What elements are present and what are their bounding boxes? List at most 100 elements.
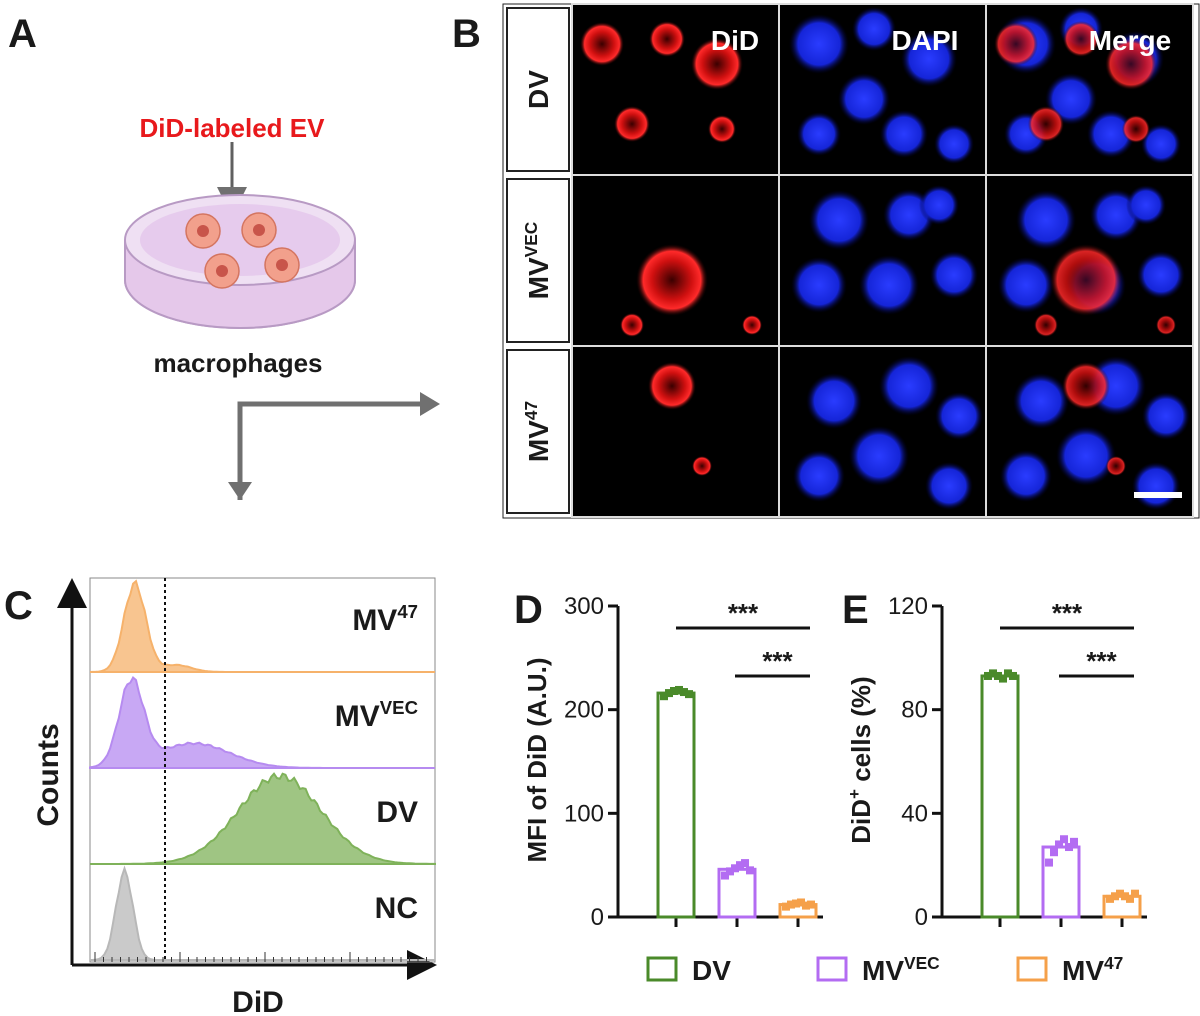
significance-label: *** <box>762 646 793 676</box>
data-point <box>1121 892 1129 901</box>
micrograph-dapi <box>778 174 987 347</box>
legend-swatch <box>816 956 848 982</box>
legend-swatch <box>1016 956 1048 982</box>
nucleus <box>1016 190 1076 250</box>
nucleus <box>793 450 845 502</box>
did-signal <box>648 362 696 410</box>
data-point <box>1050 848 1058 857</box>
did-signal <box>1063 21 1099 57</box>
nucleus <box>1142 392 1190 440</box>
nucleus <box>1000 450 1052 502</box>
did-signal <box>1034 313 1058 337</box>
data-point <box>1055 840 1063 849</box>
y-axis-label: Counts <box>32 723 65 826</box>
micrograph-merge <box>985 3 1194 176</box>
did-signal <box>691 38 743 90</box>
channel-header-did: DiD <box>711 25 759 56</box>
nucleus <box>789 14 849 74</box>
did-signal <box>1122 115 1150 143</box>
nucleus <box>806 373 862 429</box>
data-point <box>1004 669 1012 678</box>
nucleus <box>925 462 973 510</box>
data-point <box>741 859 749 868</box>
did-signal <box>1106 456 1126 476</box>
ev-label: DiD-labeled EV <box>140 113 326 143</box>
channel-header-dapi: DAPI <box>892 25 959 56</box>
data-point <box>994 671 1002 680</box>
track-label: NC <box>375 892 418 925</box>
legend-label: DV <box>692 955 731 986</box>
data-point <box>1060 835 1068 844</box>
nucleus <box>852 7 896 51</box>
data-point <box>1065 843 1073 852</box>
flow-arrows <box>237 401 425 500</box>
micrograph-did <box>571 345 780 518</box>
nucleus <box>1126 185 1166 225</box>
arrow-right-icon <box>420 392 440 416</box>
data-point <box>984 671 992 680</box>
data-point <box>1126 894 1134 903</box>
panel-b: DV MVVEC MV47 DiD DAPI Merge <box>502 3 1200 519</box>
bar-dv <box>656 691 696 919</box>
significance-label: *** <box>1086 646 1117 676</box>
track-label: MVVEC <box>335 697 418 733</box>
petri-dish-icon <box>124 194 356 329</box>
micrograph-merge <box>985 345 1194 518</box>
data-point <box>797 898 805 907</box>
panel-label-e: E <box>842 588 869 632</box>
y-tick-label: 300 <box>564 593 604 620</box>
did-signal <box>1050 244 1122 316</box>
channel-header-merge: Merge <box>1089 25 1171 56</box>
nucleus <box>1132 462 1180 510</box>
did-signal <box>1105 38 1157 90</box>
track-label: MV47 <box>352 601 418 637</box>
micrograph-border <box>985 345 1194 518</box>
did-signal <box>1062 362 1110 410</box>
y-tick-label: 40 <box>901 800 928 827</box>
nucleus <box>809 190 869 250</box>
data-point <box>1111 892 1119 901</box>
did-signal <box>580 22 624 66</box>
data-point <box>1009 671 1017 680</box>
data-point <box>1131 889 1139 898</box>
nucleus <box>1137 251 1185 299</box>
nucleus <box>934 124 974 164</box>
data-point <box>1116 889 1124 898</box>
y-tick-label: 80 <box>901 697 928 724</box>
data-point <box>721 871 729 880</box>
data-point <box>685 690 693 699</box>
y-tick-label: 200 <box>564 697 604 724</box>
data-point <box>746 866 754 875</box>
panel-e: 0 40 80 120 DiD+ cells (%) ****** <box>845 593 1147 931</box>
data-point <box>1045 858 1053 867</box>
row-label-box <box>506 178 570 343</box>
histogram-mvvec <box>89 676 435 769</box>
legend: DV MVVEC MV47 <box>646 953 1123 986</box>
significance-label: *** <box>1052 598 1083 628</box>
data-point <box>1106 894 1114 903</box>
track-label: DV <box>376 796 418 829</box>
nucleus <box>879 356 939 416</box>
data-point <box>807 900 815 909</box>
y-axis-label: MFI of DiD (A.U.) <box>522 657 552 862</box>
data-point <box>782 902 790 911</box>
data-point <box>989 669 997 678</box>
data-point <box>736 861 744 870</box>
row-label: MVVEC <box>521 221 554 299</box>
micrograph-merge <box>985 174 1194 347</box>
cells-label: macrophages <box>153 348 322 378</box>
data-point <box>665 689 673 698</box>
data-point <box>999 674 1007 683</box>
panel-label-c: C <box>4 584 33 628</box>
did-signal <box>649 21 685 57</box>
did-signal <box>994 22 1038 66</box>
bar-dv <box>980 674 1020 919</box>
row-label-box <box>506 7 570 172</box>
legend-label: MV47 <box>1062 953 1123 986</box>
row-label: DV <box>523 70 554 109</box>
nucleus <box>880 110 928 158</box>
histogram-nc <box>89 865 435 961</box>
did-signal <box>614 106 650 142</box>
did-signal <box>1028 106 1064 142</box>
